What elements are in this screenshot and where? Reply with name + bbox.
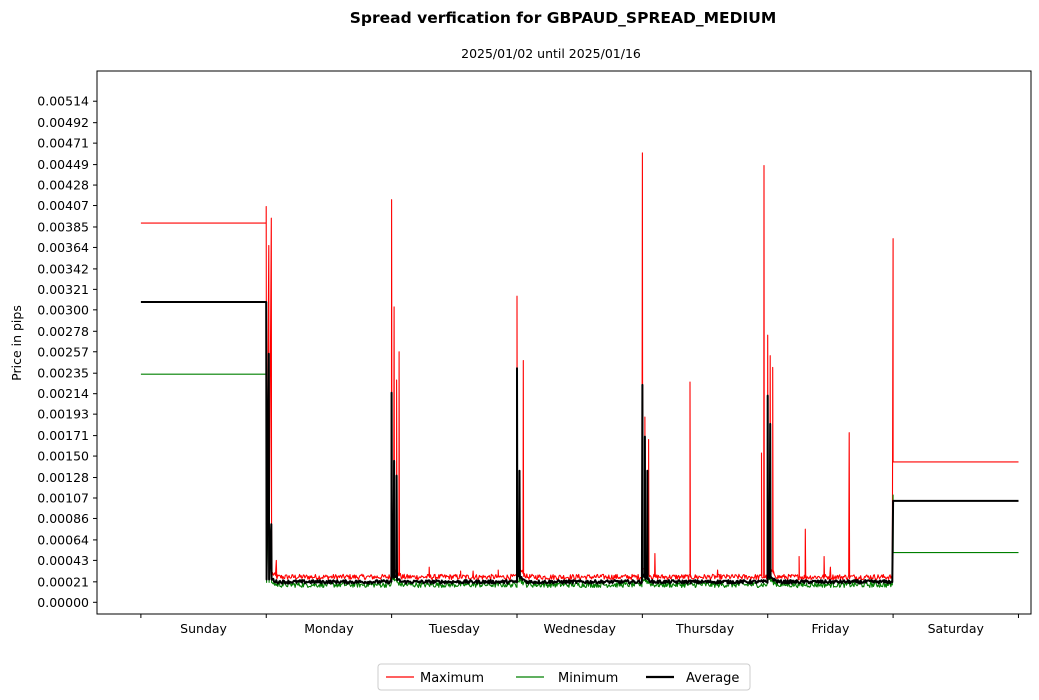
series-line-average [140, 301, 1019, 585]
series-layer [140, 152, 1019, 589]
series-line-minimum [140, 373, 1019, 589]
y-tick-label: 0.00214 [37, 386, 89, 401]
x-tick-label: Wednesday [543, 621, 616, 636]
plot-frame [96, 70, 1032, 615]
legend-label-maximum: Maximum [420, 671, 484, 686]
legend: Maximum Minimum Average [377, 663, 751, 691]
y-tick-label: 0.00150 [37, 449, 89, 464]
y-axis-label: Price in pips [9, 305, 24, 381]
y-tick-label: 0.00300 [37, 302, 89, 317]
y-tick-label: 0.00321 [37, 282, 89, 297]
x-tick-label: Tuesday [428, 621, 480, 636]
legend-box [377, 663, 751, 691]
chart-title: Spread verfication for GBPAUD_SPREAD_MED… [350, 9, 777, 27]
y-tick-label: 0.00064 [37, 532, 89, 547]
legend-label-average: Average [686, 671, 739, 686]
y-tick-label: 0.00086 [37, 511, 89, 526]
y-tick-label: 0.00471 [37, 136, 89, 151]
y-tick-label: 0.00000 [37, 595, 89, 610]
y-tick-label: 0.00235 [37, 366, 89, 381]
y-tick-label: 0.00492 [37, 115, 89, 130]
series-line-maximum [140, 152, 1019, 581]
y-tick-label: 0.00043 [37, 553, 89, 568]
x-tick-label: Thursday [675, 621, 735, 636]
y-tick-label: 0.00428 [37, 178, 89, 193]
y-tick-label: 0.00364 [37, 240, 89, 255]
y-tick-label: 0.00171 [37, 428, 89, 443]
y-tick-label: 0.00407 [37, 198, 89, 213]
y-tick-label: 0.00257 [37, 344, 89, 359]
x-tick-label: Sunday [180, 621, 227, 636]
y-tick-label: 0.00193 [37, 407, 89, 422]
y-tick-label: 0.00342 [37, 261, 89, 276]
chart-subtitle: 2025/01/02 until 2025/01/16 [461, 46, 641, 61]
axes-layer: 0.00000 0.00021 0.00043 0.00064 0.00086 0.001… [37, 70, 1032, 636]
y-tick-label: 0.00449 [37, 157, 89, 172]
x-tick-label: Saturday [928, 621, 985, 636]
x-tick-label: Monday [304, 621, 354, 636]
y-tick-label: 0.00128 [37, 470, 89, 485]
y-tick-label: 0.00514 [37, 94, 89, 109]
y-tick-label: 0.00107 [37, 490, 89, 505]
x-tick-label: Friday [811, 621, 849, 636]
legend-label-minimum: Minimum [558, 671, 618, 686]
y-tick-label: 0.00385 [37, 219, 89, 234]
y-tick-label: 0.00278 [37, 324, 89, 339]
y-tick-label: 0.00021 [37, 574, 89, 589]
